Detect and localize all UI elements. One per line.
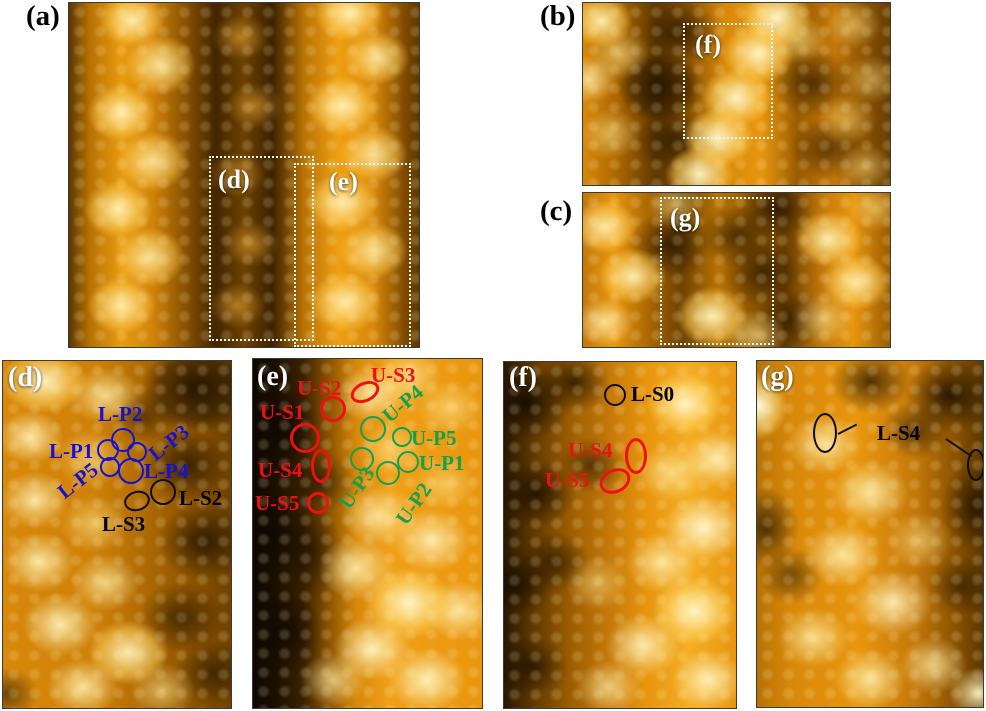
marker-u-p2 — [376, 461, 400, 485]
inset-letter-f: (f) — [695, 30, 721, 59]
marker-l-p4 — [118, 458, 144, 484]
inset-box-d: (d) — [209, 156, 314, 341]
label-u-p3: U-P3 — [333, 462, 380, 514]
marker-u-p3 — [350, 447, 374, 471]
connector-line-right — [945, 438, 973, 458]
panel-d-stm-image: (d) L-P2 L-P1 L-P3 L-P4 L-P5 L-S2 L-S3 — [2, 360, 232, 709]
marker-u-p4 — [360, 416, 386, 442]
label-u-s5-f: U-S5 — [545, 468, 590, 492]
inset-letter-g: (g) — [670, 203, 701, 232]
label-l-s0: L-S0 — [631, 382, 675, 406]
label-u-p1: U-P1 — [419, 451, 465, 475]
panel-f-stm-image: (f) L-S0 U-S4 U-S5 — [503, 361, 737, 709]
marker-l-p5 — [100, 457, 120, 477]
panel-c-letter: (c) — [540, 195, 573, 227]
panel-e-inside-letter: (e) — [257, 361, 289, 392]
connector-line-left — [837, 423, 858, 435]
label-u-s2: U-S2 — [297, 376, 342, 400]
label-u-p5: U-P5 — [411, 426, 457, 450]
panel-g-stm-image: (g) L-S4 — [756, 360, 984, 708]
label-u-s3: U-S3 — [371, 363, 416, 387]
marker-l-s2 — [150, 479, 176, 505]
label-u-s5: U-S5 — [255, 491, 300, 515]
label-l-p1: L-P1 — [49, 439, 94, 463]
label-u-s4: U-S4 — [258, 458, 303, 482]
panel-c-stm-image: (g) — [582, 192, 891, 348]
marker-u-p1 — [397, 451, 419, 473]
label-l-p5: L-P5 — [52, 457, 103, 504]
label-l-p2: L-P2 — [98, 402, 143, 426]
inset-box-g: (g) — [660, 197, 774, 345]
label-l-p4: L-P4 — [144, 459, 189, 483]
panel-a-stm-image: (d) (e) — [68, 2, 420, 348]
label-u-p4: U-P4 — [377, 379, 428, 428]
inset-letter-d: (d) — [218, 165, 250, 194]
marker-u-s2 — [320, 396, 346, 422]
inset-letter-e: (e) — [329, 167, 358, 196]
panel-b-letter: (b) — [540, 0, 576, 32]
label-l-s4: L-S4 — [877, 421, 921, 445]
label-u-s4-f: U-S4 — [568, 438, 613, 462]
marker-u-s4 — [311, 449, 331, 483]
inset-box-f: (f) — [683, 23, 773, 139]
marker-l-s0 — [604, 384, 626, 406]
panel-d-inside-letter: (d) — [8, 362, 43, 393]
marker-u-p5 — [392, 427, 412, 447]
marker-l-s4-left — [813, 413, 837, 453]
marker-l-s4-right — [967, 449, 983, 481]
panel-f-inside-letter: (f) — [509, 362, 537, 393]
panel-g-inside-letter: (g) — [761, 361, 794, 392]
marker-u-s5 — [307, 492, 329, 514]
marker-u-s1 — [290, 423, 320, 453]
panel-b-stm-image: (f) — [582, 2, 891, 186]
panel-e-stm-image: (e) U-S2 U-S3 U-S1 U-S4 U-S5 U-P4 U-P5 U… — [252, 358, 483, 709]
label-l-s2: L-S2 — [179, 486, 223, 510]
label-l-s3: L-S3 — [102, 512, 146, 536]
panel-a-letter: (a) — [26, 0, 60, 32]
label-u-p2: U-P2 — [390, 478, 437, 530]
marker-l-s3 — [121, 487, 153, 515]
marker-u-s4-f — [625, 438, 647, 474]
inset-box-e: (e) — [294, 163, 411, 347]
label-u-s1: U-S1 — [260, 400, 305, 424]
